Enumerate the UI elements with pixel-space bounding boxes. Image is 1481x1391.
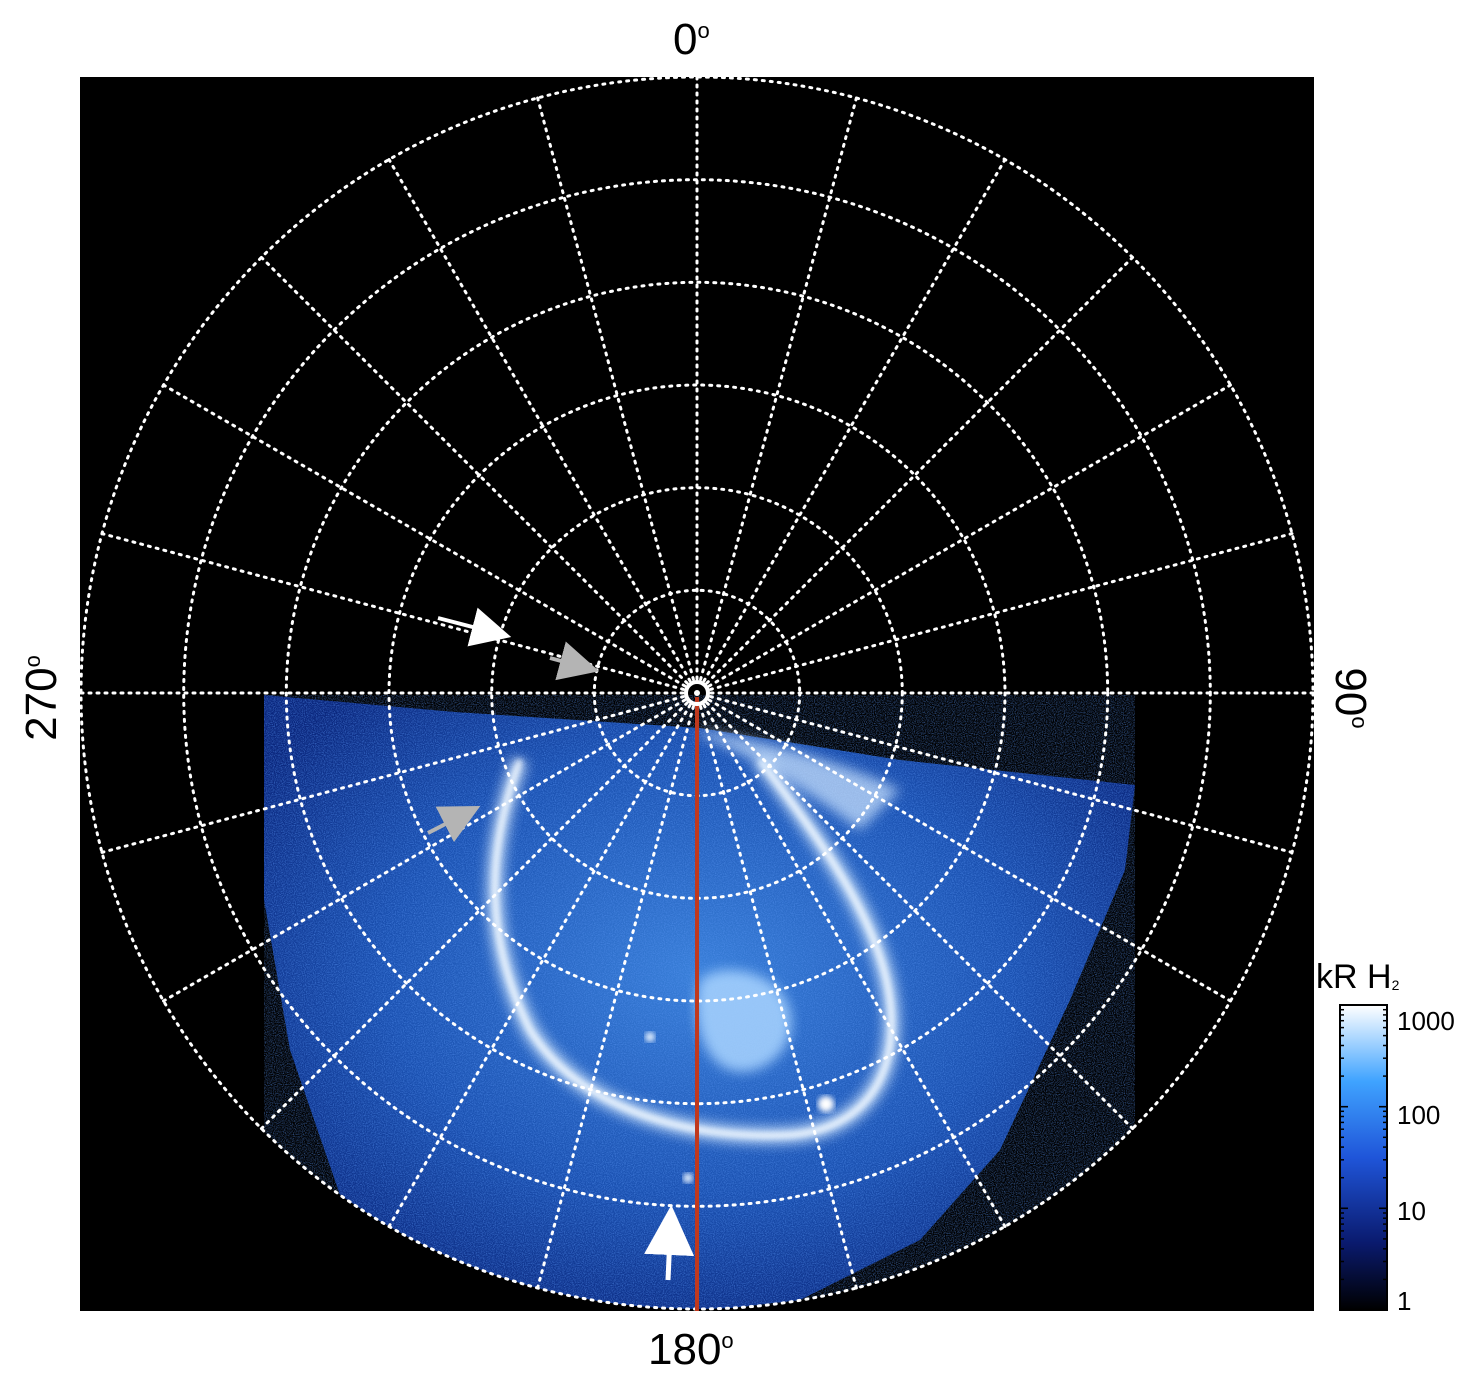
arrow-white-upper — [437, 607, 512, 647]
pole-marker — [684, 680, 710, 706]
colorbar — [1339, 1004, 1388, 1311]
colorbar-gradient — [1339, 1004, 1388, 1311]
latitude-circle — [284, 280, 1110, 1106]
polar-emission-patch — [696, 970, 792, 1072]
longitude-label-bottom: 180o — [648, 1325, 734, 1374]
bright-spot — [645, 1032, 655, 1042]
colorbar-ticks — [1340, 1004, 1387, 1311]
colorbar-tick-label: 100 — [1397, 1100, 1441, 1130]
longitude-label-right: 90o — [1326, 667, 1375, 729]
latitude-circle — [387, 383, 1007, 1003]
colorbar-tick-label: 10 — [1397, 1196, 1426, 1226]
colorbar-tick-label: 1000 — [1397, 1006, 1455, 1036]
main-auroral-oval-core — [492, 758, 894, 1139]
bright-spot — [818, 1096, 834, 1112]
arrow-white-bottom — [644, 1205, 695, 1281]
bright-spot — [683, 1173, 693, 1183]
colorbar-title: kR H2 — [1316, 958, 1400, 996]
longitude-label-left: 270o — [17, 655, 66, 741]
longitude-label-top: 0o — [673, 15, 710, 64]
colorbar-tick-label: 1 — [1397, 1286, 1412, 1316]
arrow-grey-upper — [549, 641, 600, 681]
dayside-emission — [700, 730, 900, 830]
arrow-grey-left — [427, 805, 481, 843]
